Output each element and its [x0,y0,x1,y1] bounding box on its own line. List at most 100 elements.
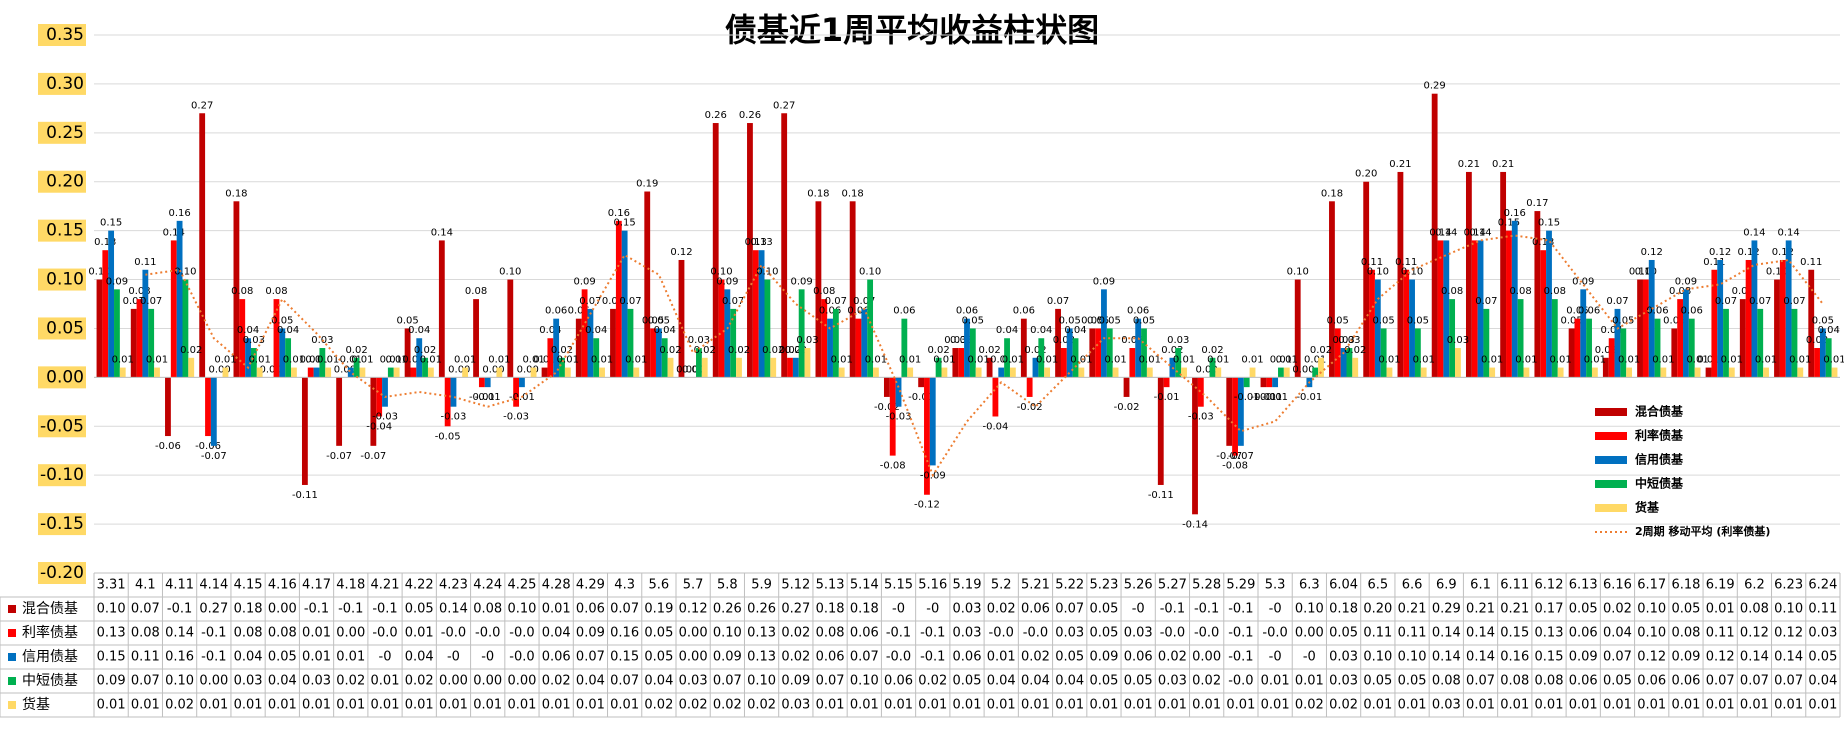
table-cell: 0.10 [97,602,126,617]
bar [1072,338,1079,378]
data-label: 0.01 [340,355,362,366]
bar [1779,259,1786,378]
table-cell: 0.19 [644,602,673,617]
data-label: 0.02 [1595,345,1617,356]
bar [1739,299,1746,378]
data-label: 0.10 [859,267,881,278]
table-cell: -0.0 [475,626,500,641]
table-cell: 0.04 [576,674,605,689]
table-cell: 0.01 [987,698,1016,713]
bar [1312,367,1319,378]
table-header: 5.15 [884,578,913,593]
data-label: 0.27 [191,100,213,111]
data-label: 0.01 [420,355,442,366]
data-label: -0.01 [1296,392,1322,403]
table-cell: 0.06 [816,650,845,665]
bar [861,308,868,378]
data-label: 0.10 [174,267,196,278]
bar [1568,328,1575,378]
table-cell: 0.13 [97,626,126,641]
bar [804,348,811,378]
data-label: 0.21 [1492,159,1514,170]
table-header: 4.15 [234,578,263,593]
y-tick-bg [38,366,86,389]
table-cell: 0.00 [268,602,297,617]
data-label: 0.14 [1778,227,1800,238]
table-cell: 0.12 [1637,650,1666,665]
y-tick-label: 0.25 [46,123,84,143]
bar [1175,348,1182,378]
data-label: 0.07 [140,296,162,307]
table-cell: 0.08 [1740,602,1769,617]
data-label: -0.01 [1256,392,1282,403]
bar [1797,367,1804,378]
bar [992,377,999,417]
table-header: 6.04 [1329,578,1358,593]
table-header: 4.11 [165,578,194,593]
data-label: 0.05 [1059,315,1081,326]
bar [1546,230,1552,378]
bar [747,123,753,378]
bar [581,289,588,378]
data-label: 0.29 [1424,81,1446,92]
table-cell: -0.1 [1228,626,1253,641]
table-row-name: 中短债基 [22,672,78,689]
y-tick-label: 0.35 [46,25,84,45]
table-header: 5.7 [683,578,704,593]
table-cell: -0.1 [1228,650,1253,665]
data-label: 0.01 [1304,355,1326,366]
data-label: 0.00 [682,364,704,375]
trendline [145,234,1824,478]
table-cell: 0.13 [747,626,776,641]
bar [519,377,525,388]
bar [1266,377,1273,388]
table-cell: -0 [892,602,905,617]
table-cell: -0.1 [201,626,226,641]
table-row-name: 信用债基 [22,648,78,665]
table-cell: 0.05 [644,626,673,641]
table-cell: -0.1 [304,602,329,617]
table-cell: 0.06 [1671,674,1700,689]
bar [301,377,308,485]
bar [730,308,737,378]
data-label: 0.02 [694,345,716,356]
table-cell: 0.04 [987,674,1016,689]
bar [1557,367,1564,378]
table-cell: 0.09 [576,626,605,641]
data-label: 0.14 [431,227,453,238]
data-label: 0.00 [676,364,698,375]
data-label: -0.11 [292,490,318,501]
table-cell: 0.01 [918,698,947,713]
table-cell: 0.01 [1261,698,1290,713]
table-cell: 0.05 [1671,602,1700,617]
table-cell: 0.01 [1226,698,1255,713]
bar [1751,240,1758,378]
data-label: 0.15 [1498,218,1520,229]
data-label: 0.09 [791,276,813,287]
data-label: 0.01 [214,355,236,366]
data-label: 0.04 [277,325,299,336]
bar [1614,308,1621,378]
table-cell: -0.1 [372,602,397,617]
bar [1660,367,1667,378]
data-label: 0.01 [1481,355,1503,366]
data-label: -0.02 [1114,402,1140,413]
bar [416,338,423,378]
data-label: -0.14 [1182,519,1208,530]
bar [964,318,970,378]
table-cell: 0.15 [610,650,639,665]
bar [1717,259,1724,378]
table-cell: 0.20 [1363,602,1392,617]
bar [895,377,902,407]
data-label: 0.01 [1173,355,1195,366]
data-label: 0.26 [739,110,761,121]
table-cell: -0.1 [920,626,945,641]
bar [1334,328,1341,378]
bar [136,299,143,378]
table-cell: -0.0 [1194,626,1219,641]
data-label: 0.10 [88,267,110,278]
table-cell: 0.18 [816,602,845,617]
table-cell: 0.11 [1398,626,1427,641]
bar [438,240,445,378]
data-label: 0.20 [1355,169,1377,180]
